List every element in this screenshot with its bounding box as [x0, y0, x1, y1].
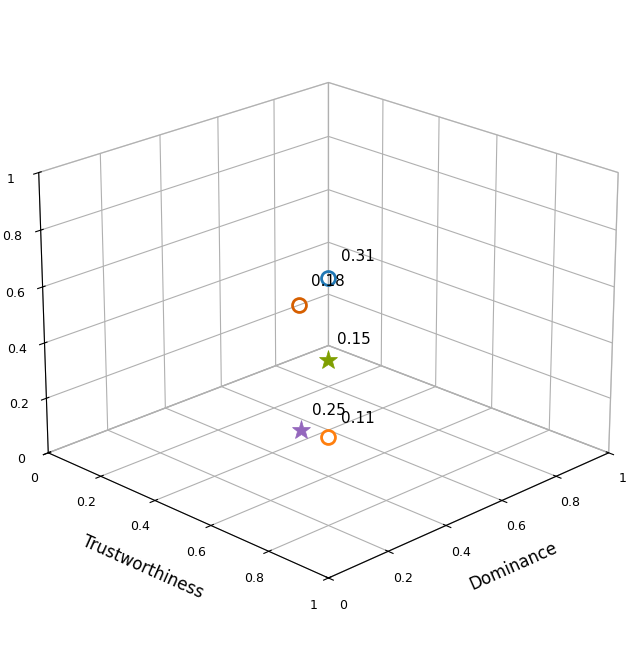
Y-axis label: Trustworthiness: Trustworthiness: [80, 532, 207, 602]
X-axis label: Dominance: Dominance: [467, 539, 561, 594]
